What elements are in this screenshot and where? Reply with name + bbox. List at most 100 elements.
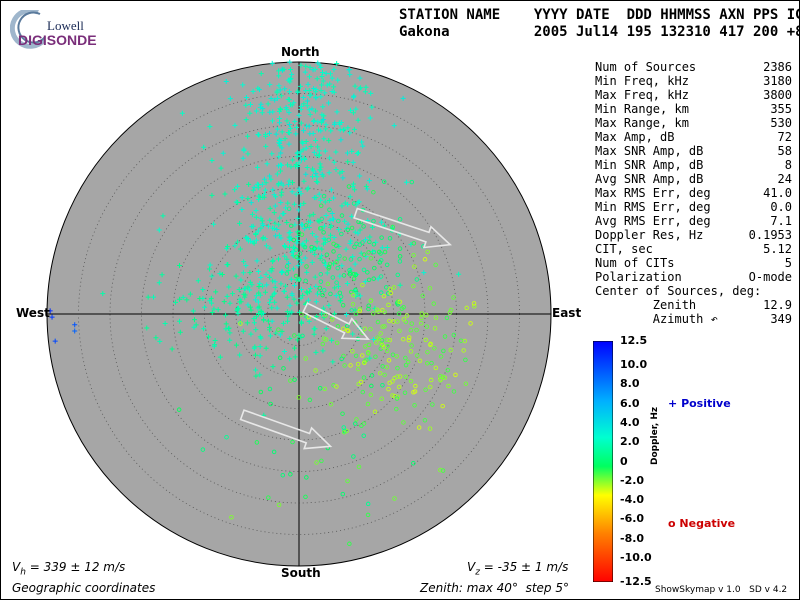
source-point-negative bbox=[438, 373, 443, 379]
source-point-positive bbox=[359, 139, 365, 145]
source-point-positive bbox=[360, 143, 366, 149]
source-point-positive bbox=[340, 175, 346, 181]
source-point-negative bbox=[360, 389, 366, 395]
source-point-negative bbox=[408, 349, 414, 354]
source-point-positive bbox=[251, 345, 257, 351]
source-point-negative bbox=[318, 272, 324, 277]
source-point-positive bbox=[195, 278, 201, 284]
source-point-positive bbox=[335, 283, 341, 289]
source-point-positive bbox=[353, 106, 359, 112]
header-labels: STATION NAME YYYY DATE DDD HHMMSS AXN PP… bbox=[399, 7, 800, 23]
param-label: Azimuth ↶ bbox=[595, 312, 718, 326]
source-point-negative bbox=[409, 179, 415, 185]
source-point-negative bbox=[390, 393, 395, 398]
source-point-positive bbox=[304, 103, 310, 109]
source-point-negative bbox=[340, 302, 346, 308]
source-point-negative bbox=[377, 370, 383, 376]
source-point-positive bbox=[319, 82, 325, 88]
source-point-negative bbox=[387, 286, 393, 292]
source-point-negative bbox=[368, 392, 374, 398]
source-point-positive bbox=[303, 238, 309, 244]
source-point-positive bbox=[277, 120, 283, 126]
source-point-positive bbox=[173, 299, 179, 305]
source-point-positive bbox=[367, 115, 373, 121]
source-point-positive bbox=[304, 98, 310, 104]
param-row: Min Freq, kHz 3180 bbox=[595, 74, 792, 88]
label-west: West bbox=[16, 306, 50, 320]
source-point-negative bbox=[321, 288, 327, 293]
source-point-positive bbox=[303, 63, 309, 69]
source-point-positive bbox=[287, 310, 293, 316]
source-point-positive bbox=[298, 295, 304, 301]
source-point-positive bbox=[287, 303, 293, 309]
param-label: Max SNR Amp, dB bbox=[595, 144, 704, 158]
source-point-positive bbox=[266, 130, 272, 136]
source-point-negative bbox=[375, 319, 381, 325]
source-point-negative bbox=[378, 274, 384, 279]
source-point-negative bbox=[402, 390, 408, 395]
source-point-negative bbox=[414, 327, 419, 333]
source-point-positive bbox=[223, 312, 229, 318]
source-point-positive bbox=[304, 164, 310, 170]
source-point-positive bbox=[329, 88, 335, 94]
source-point-positive bbox=[248, 331, 254, 337]
source-point-negative bbox=[380, 364, 385, 369]
colorbar-tick: -2.0 bbox=[620, 473, 645, 487]
source-point-positive bbox=[306, 318, 312, 324]
source-point-positive bbox=[227, 330, 233, 336]
source-point-positive bbox=[313, 195, 319, 201]
source-point-positive bbox=[259, 181, 265, 187]
param-label: Avg RMS Err, deg bbox=[595, 214, 711, 228]
source-point-negative bbox=[397, 328, 402, 334]
source-point-positive bbox=[289, 249, 295, 255]
source-point-negative bbox=[438, 467, 443, 473]
source-point-positive bbox=[241, 146, 247, 152]
source-point-positive bbox=[421, 270, 427, 276]
source-point-negative bbox=[382, 249, 388, 255]
source-point-positive bbox=[349, 213, 355, 219]
source-point-positive bbox=[345, 221, 351, 227]
source-point-positive bbox=[257, 353, 263, 359]
source-point-positive bbox=[240, 328, 246, 334]
colorbar-tick: -12.5 bbox=[620, 575, 652, 588]
source-point-negative bbox=[387, 318, 392, 324]
source-point-positive bbox=[294, 300, 300, 306]
source-point-positive bbox=[145, 294, 151, 300]
source-point-positive bbox=[262, 187, 268, 193]
source-point-positive bbox=[235, 183, 241, 189]
source-point-negative bbox=[355, 361, 361, 367]
source-point-positive bbox=[285, 318, 291, 324]
source-point-positive bbox=[297, 83, 303, 89]
source-point-positive bbox=[209, 192, 215, 198]
source-point-positive bbox=[239, 207, 245, 213]
source-point-negative bbox=[414, 277, 420, 282]
source-point-negative bbox=[357, 308, 363, 314]
param-value: 0.0 bbox=[770, 200, 792, 214]
source-point-negative bbox=[368, 326, 373, 332]
source-point-positive bbox=[272, 220, 278, 226]
source-point-negative bbox=[321, 193, 327, 199]
source-point-positive bbox=[263, 143, 269, 149]
label-east: East bbox=[552, 306, 582, 320]
source-point-negative bbox=[341, 430, 347, 435]
source-point-positive bbox=[249, 211, 255, 217]
source-point-positive bbox=[312, 251, 318, 257]
source-point-positive bbox=[303, 139, 309, 145]
source-point-positive bbox=[301, 178, 307, 184]
source-point-negative bbox=[288, 378, 293, 383]
source-point-positive bbox=[267, 205, 273, 211]
source-point-negative bbox=[366, 303, 371, 308]
source-point-positive bbox=[300, 240, 306, 246]
source-point-negative bbox=[370, 311, 376, 316]
source-point-positive bbox=[375, 276, 381, 282]
source-point-positive bbox=[309, 259, 315, 265]
param-value: 72 bbox=[777, 130, 792, 144]
source-point-negative bbox=[366, 277, 372, 283]
source-point-positive bbox=[330, 359, 336, 365]
source-point-positive bbox=[217, 271, 223, 277]
source-point-positive bbox=[333, 149, 339, 155]
param-row: Polarization O-mode bbox=[595, 270, 792, 284]
source-point-positive bbox=[267, 82, 273, 88]
source-point-positive bbox=[218, 165, 224, 171]
source-point-positive bbox=[278, 192, 284, 198]
